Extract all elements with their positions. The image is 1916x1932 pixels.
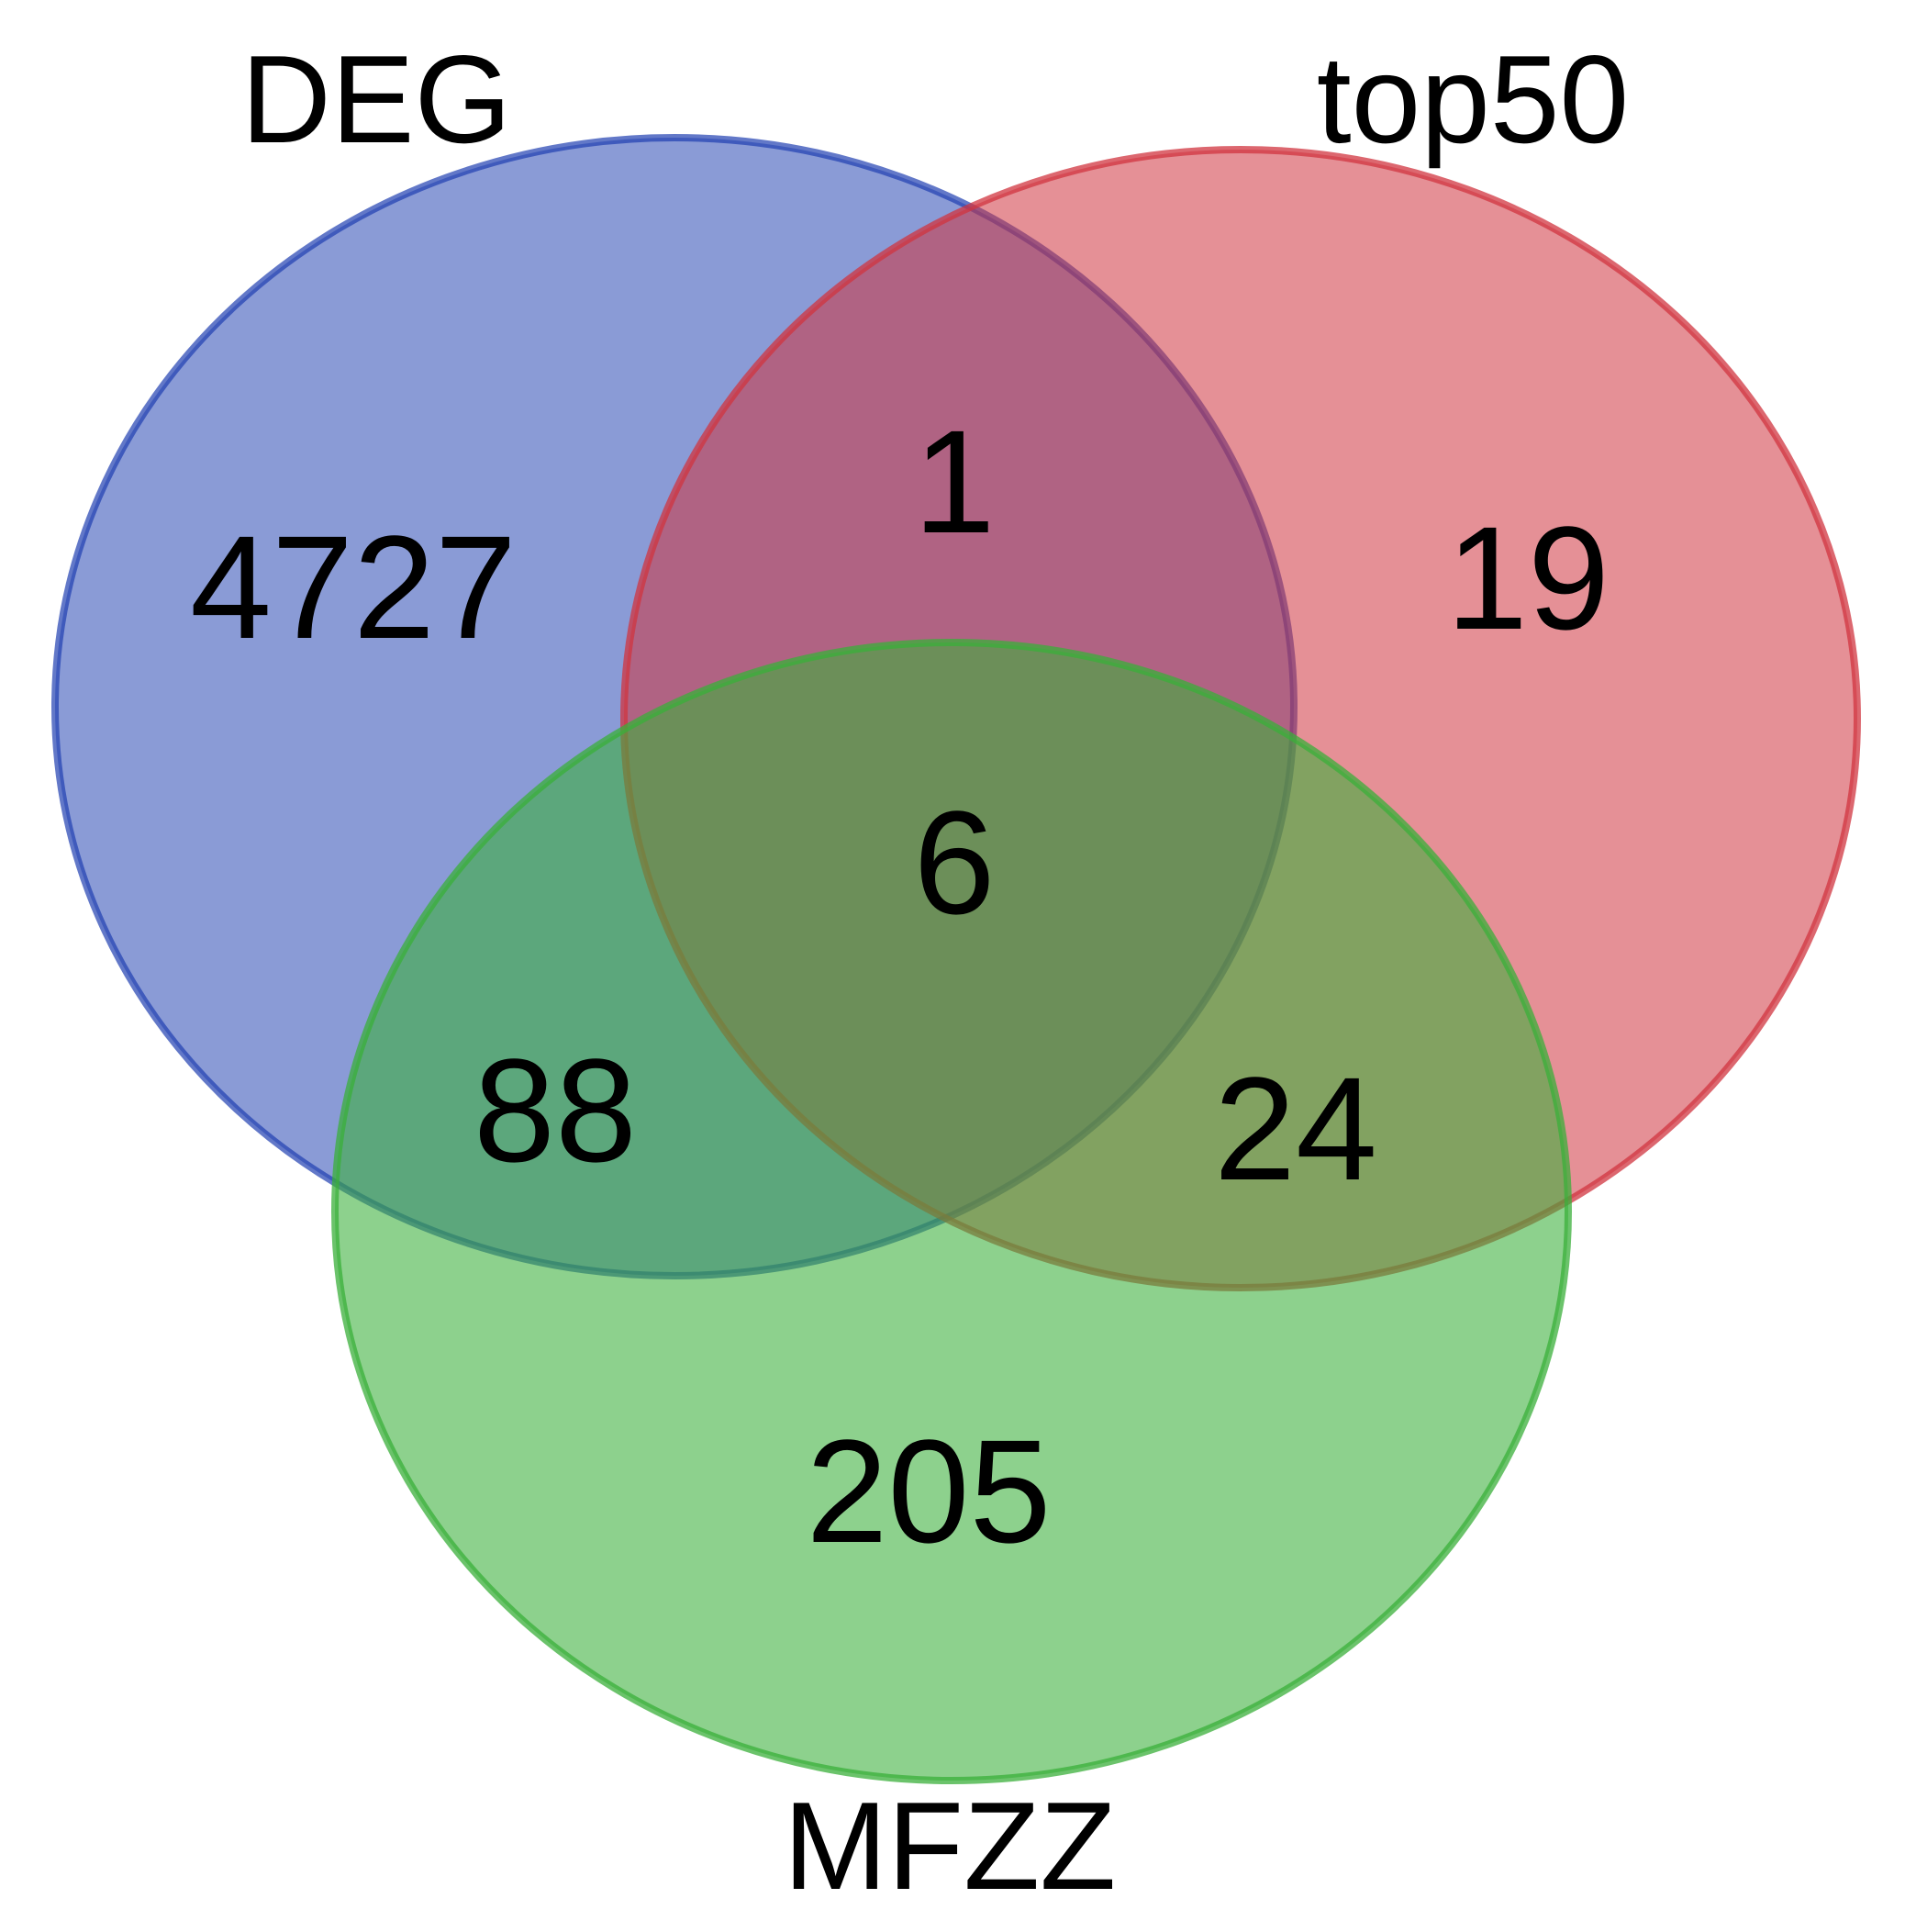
set-label-mfzz: MFZZ bbox=[784, 1776, 1117, 1915]
count-deg-only: 4727 bbox=[190, 505, 517, 669]
set-mfzz-ellipse bbox=[331, 639, 1572, 1784]
set-label-top50: top50 bbox=[1317, 29, 1629, 169]
count-all-three: 6 bbox=[914, 780, 996, 944]
count-top50-mfzz: 24 bbox=[1214, 1046, 1377, 1211]
count-top50-only: 19 bbox=[1446, 496, 1610, 660]
count-deg-mfzz: 88 bbox=[473, 1028, 637, 1192]
set-label-deg: DEG bbox=[241, 29, 512, 169]
count-mfzz-only: 205 bbox=[807, 1409, 1052, 1573]
count-deg-top50: 1 bbox=[914, 399, 996, 564]
